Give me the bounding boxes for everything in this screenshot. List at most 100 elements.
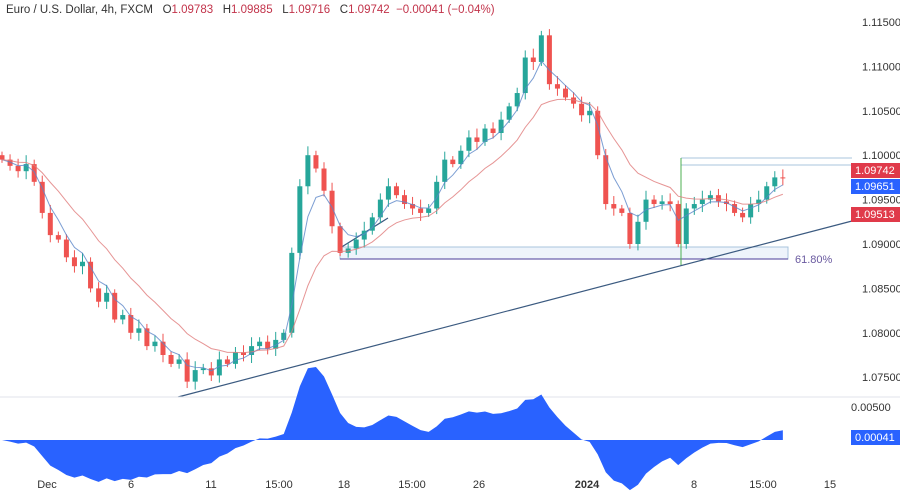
y-tick-label: 1.09000 [862, 239, 900, 251]
candle-body [563, 88, 568, 98]
candle-body [675, 204, 681, 244]
candle [635, 214, 641, 251]
candle [0, 151, 5, 163]
candle-body [160, 341, 166, 355]
price-axis[interactable]: 1.11500 1.11000 1.10500 1.10000 1.09500 1.090… [862, 17, 900, 384]
candle-body [514, 93, 520, 107]
candle-body [699, 199, 705, 205]
candle [530, 48, 536, 70]
candle-body [603, 155, 609, 205]
candle [474, 128, 480, 150]
candle-body [764, 186, 770, 200]
candle [651, 195, 657, 209]
candle [756, 190, 762, 213]
candle-body [402, 195, 407, 205]
candle [337, 222, 343, 257]
candle [506, 102, 512, 123]
candle [289, 247, 295, 338]
candle-body [611, 204, 617, 209]
oscillator-area [2, 366, 783, 491]
candle-body [410, 204, 416, 209]
candle-body [80, 261, 85, 267]
candle [39, 175, 45, 219]
ma-fast-text: 1.09651 [855, 181, 895, 193]
candle [55, 231, 61, 243]
x-tick-label: 26 [473, 479, 485, 491]
y-tick-label: 1.11500 [862, 17, 900, 29]
candle-body [305, 155, 311, 187]
open-label: O [162, 4, 172, 16]
candle [498, 111, 504, 141]
candle-body [756, 199, 762, 205]
candle [772, 171, 778, 192]
candle-body [369, 217, 375, 231]
candle-body [47, 212, 53, 236]
candle [780, 169, 786, 186]
candle-body [265, 341, 271, 349]
candle [522, 50, 528, 100]
close-value: 1.09742 [348, 4, 390, 16]
candle-body [208, 368, 214, 376]
y-tick-label: 1.10500 [862, 106, 900, 118]
candle [152, 335, 158, 352]
candle [297, 179, 303, 260]
candle-body [691, 204, 697, 209]
candle [104, 284, 110, 309]
candle [659, 195, 665, 210]
fib-label: 61.80% [795, 254, 833, 266]
candle [466, 130, 472, 158]
candle-body [88, 261, 94, 289]
candle-body [683, 208, 689, 244]
candle-body [120, 315, 126, 320]
candle [241, 345, 246, 362]
candle [546, 29, 552, 90]
candle [393, 182, 399, 199]
candle-body [490, 128, 496, 133]
candle-body [571, 97, 577, 104]
candle-body [426, 208, 432, 213]
candle-body [15, 165, 21, 172]
candle-body [579, 103, 585, 116]
ma-fast-line [1, 60, 784, 372]
x-tick-label: 18 [338, 479, 350, 491]
candle [120, 309, 126, 325]
trendline[interactable] [177, 220, 853, 398]
candle [71, 250, 77, 273]
last-price-tag: 1.09742 [851, 163, 900, 178]
candle-body [418, 208, 424, 213]
candle-body [337, 226, 343, 253]
candle [128, 307, 134, 340]
candle [208, 362, 214, 382]
candle-body [627, 212, 633, 244]
candle [482, 124, 488, 146]
candle-body [104, 292, 110, 302]
candle-body [715, 195, 721, 202]
x-tick-label: 15:00 [398, 479, 426, 491]
candle-body [377, 199, 383, 218]
x-tick-label: 8 [691, 479, 697, 491]
candle-body [321, 168, 327, 191]
candle [538, 30, 544, 66]
candle-body [241, 352, 246, 355]
candle [144, 323, 150, 351]
candle [96, 282, 102, 308]
last-price-text: 1.09742 [855, 165, 895, 177]
candle-body [257, 341, 263, 347]
candle-body [522, 57, 528, 94]
candle-body [635, 221, 641, 244]
drawings: 61.80% [177, 157, 853, 398]
candle-body [554, 84, 560, 89]
candle-body [63, 239, 69, 258]
candle-body [144, 328, 150, 347]
candle [249, 337, 255, 363]
candle-body [450, 159, 456, 165]
candle-body [216, 359, 222, 376]
candle [321, 162, 327, 197]
time-axis[interactable]: Dec 6 11 15:00 18 15:00 26 2024 8 15:00 15 [37, 479, 836, 491]
candle [667, 193, 673, 212]
y-tick-label: 1.09500 [862, 195, 900, 207]
candle [691, 196, 697, 215]
candle-body [538, 35, 544, 62]
